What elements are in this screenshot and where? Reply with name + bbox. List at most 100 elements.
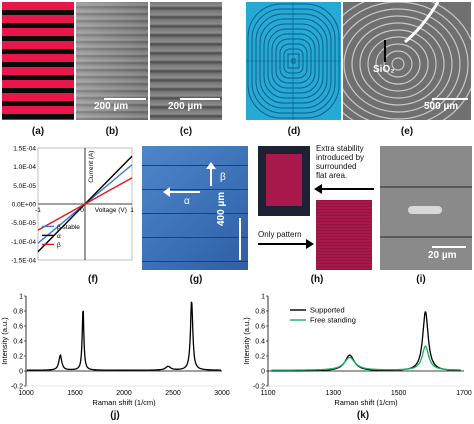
f-y-tick-label: 0.0E+00 bbox=[12, 202, 37, 209]
panel-i-label: (i) bbox=[416, 274, 426, 285]
j-y-tick-label: 0.4 bbox=[13, 339, 23, 346]
panel-k-label: (k) bbox=[356, 410, 370, 421]
panel-b-label: (b) bbox=[105, 126, 119, 137]
panel-j-label: (j) bbox=[110, 410, 120, 421]
j-x-tick-label: 2000 bbox=[116, 390, 132, 397]
panel-d-image bbox=[246, 2, 341, 120]
panel-c-scale-label: 200 µm bbox=[168, 101, 203, 112]
f-legend-label: β stable bbox=[57, 224, 80, 231]
h-extra-arrow-head-icon bbox=[314, 184, 322, 194]
panel-d-label: (d) bbox=[287, 126, 301, 137]
panel-i-image bbox=[380, 146, 472, 270]
j-y-tick-label: 1 bbox=[19, 294, 23, 301]
j-y-axis-label: Intensity (a.u.) bbox=[0, 317, 9, 365]
f-y-tick-label: -1.0E-04 bbox=[11, 239, 36, 246]
panel-e-scale-label: 500 µm bbox=[424, 101, 459, 112]
h-extra-line2: introduced by bbox=[316, 153, 365, 162]
k-y-tick-label: 0 bbox=[261, 369, 265, 376]
beta-arrow-icon bbox=[210, 168, 212, 186]
f-x-tick-label: -1 bbox=[35, 207, 41, 214]
panel-g-label: (g) bbox=[189, 274, 203, 285]
k-y-tick-label: 0.2 bbox=[255, 354, 265, 361]
f-y-tick-label: 1.0E-04 bbox=[13, 164, 36, 171]
j-x-axis-label: Raman shift (1/cm) bbox=[92, 398, 156, 407]
j-y-tick-label: 0.6 bbox=[13, 324, 23, 331]
j-x-tick-label: 1000 bbox=[18, 390, 34, 397]
panel-e-scale-bar bbox=[432, 98, 468, 100]
beta-arrow-head-icon bbox=[206, 162, 216, 169]
f-x-tick-label: 1 bbox=[130, 207, 134, 214]
k-x-axis-label: Raman shift (1/cm) bbox=[334, 398, 398, 407]
panel-a-image bbox=[2, 2, 74, 120]
k-y-tick-label: 0.8 bbox=[255, 309, 265, 316]
h-only-label: Only pattern bbox=[258, 230, 302, 239]
h-extra-text: Extra stability introduced by surrounded… bbox=[316, 144, 364, 180]
h-only-arrow-head-icon bbox=[306, 239, 314, 249]
k-legend-label: Free standing bbox=[310, 316, 356, 325]
j-y-tick-label: 0.8 bbox=[13, 309, 23, 316]
k-x-tick-label: 1100 bbox=[260, 390, 275, 397]
j-y-tick-label: 0 bbox=[19, 369, 23, 376]
alpha-arrow-head-icon bbox=[163, 187, 170, 197]
panel-d-rings bbox=[246, 2, 341, 120]
f-series-line bbox=[37, 177, 133, 231]
f-y-tick-label: -5.0E-05 bbox=[11, 220, 36, 227]
f-y-tick-label: -1.5E-04 bbox=[11, 258, 36, 265]
panel-i-scale-label: 20 µm bbox=[428, 250, 457, 261]
panel-g-scale-bar bbox=[239, 218, 241, 260]
f-x-axis-label: Voltage (V) bbox=[95, 207, 127, 214]
j-y-tick-label: 0.2 bbox=[13, 354, 23, 361]
panel-a-label: (a) bbox=[31, 126, 45, 137]
j-x-tick-label: 2500 bbox=[165, 390, 181, 397]
k-x-tick-label: 1300 bbox=[326, 390, 342, 397]
f-x-tick-label: 0 bbox=[80, 207, 84, 214]
h-extra-arrow-icon bbox=[322, 188, 374, 190]
j-x-tick-label: 1500 bbox=[67, 390, 83, 397]
alpha-label: α bbox=[184, 196, 190, 207]
h-extra-line3: surrounded bbox=[316, 162, 357, 171]
panel-e-label: (e) bbox=[400, 126, 414, 137]
sio2-arrow-icon bbox=[384, 40, 386, 62]
h-extra-line4: flat area. bbox=[316, 171, 348, 180]
k-x-tick-label: 1700 bbox=[456, 390, 472, 397]
f-legend-label: β bbox=[57, 242, 61, 249]
panel-c-label: (c) bbox=[179, 126, 193, 137]
panel-b-image bbox=[76, 2, 148, 120]
j-x-tick-label: 3000 bbox=[214, 390, 230, 397]
panel-f-label: (f) bbox=[88, 274, 98, 285]
k-y-tick-label: -0.2 bbox=[253, 384, 265, 391]
k-y-tick-label: 1 bbox=[261, 294, 265, 301]
k-series-line bbox=[271, 311, 461, 372]
panel-f-chart: 1.5E-04 1.0E-04 5.0E-05 0.0E+00 -5.0E-05 -1.0… bbox=[11, 146, 134, 265]
panel-b-scale-bar bbox=[104, 98, 146, 100]
panel-e-image bbox=[343, 2, 471, 120]
alpha-arrow-icon bbox=[170, 191, 200, 193]
surrounded-pattern-core bbox=[266, 154, 302, 206]
surrounded-pattern bbox=[258, 146, 310, 216]
f-y-tick-label: 1.5E-04 bbox=[13, 146, 36, 153]
j-y-tick-label: -0.2 bbox=[11, 384, 23, 391]
only-pattern bbox=[316, 200, 372, 270]
k-x-tick-label: 1500 bbox=[391, 390, 407, 397]
panel-g-image bbox=[142, 146, 248, 270]
h-only-arrow-icon bbox=[258, 243, 308, 245]
beta-label: β bbox=[220, 172, 226, 183]
f-y-axis-label: Current (A) bbox=[88, 151, 95, 183]
f-legend-label: α bbox=[57, 233, 61, 240]
panel-g-scale-label: 400 µm bbox=[216, 191, 227, 226]
k-y-tick-label: 0.6 bbox=[255, 324, 265, 331]
k-series-line bbox=[271, 345, 461, 371]
k-y-axis-label: Intensity (a.u.) bbox=[242, 317, 251, 365]
panel-c-image bbox=[150, 2, 222, 120]
panel-b-scale-label: 200 µm bbox=[94, 101, 129, 112]
panel-i-scale-bar bbox=[432, 246, 466, 248]
h-extra-line1: Extra stability bbox=[316, 144, 364, 153]
panel-h-label: (h) bbox=[310, 274, 324, 285]
j-series-line bbox=[27, 301, 221, 371]
k-legend-label: Supported bbox=[310, 306, 345, 315]
sio2-label: SiO₂ bbox=[373, 64, 395, 75]
k-y-tick-label: 0.4 bbox=[255, 339, 265, 346]
panel-c-scale-bar bbox=[180, 98, 220, 100]
